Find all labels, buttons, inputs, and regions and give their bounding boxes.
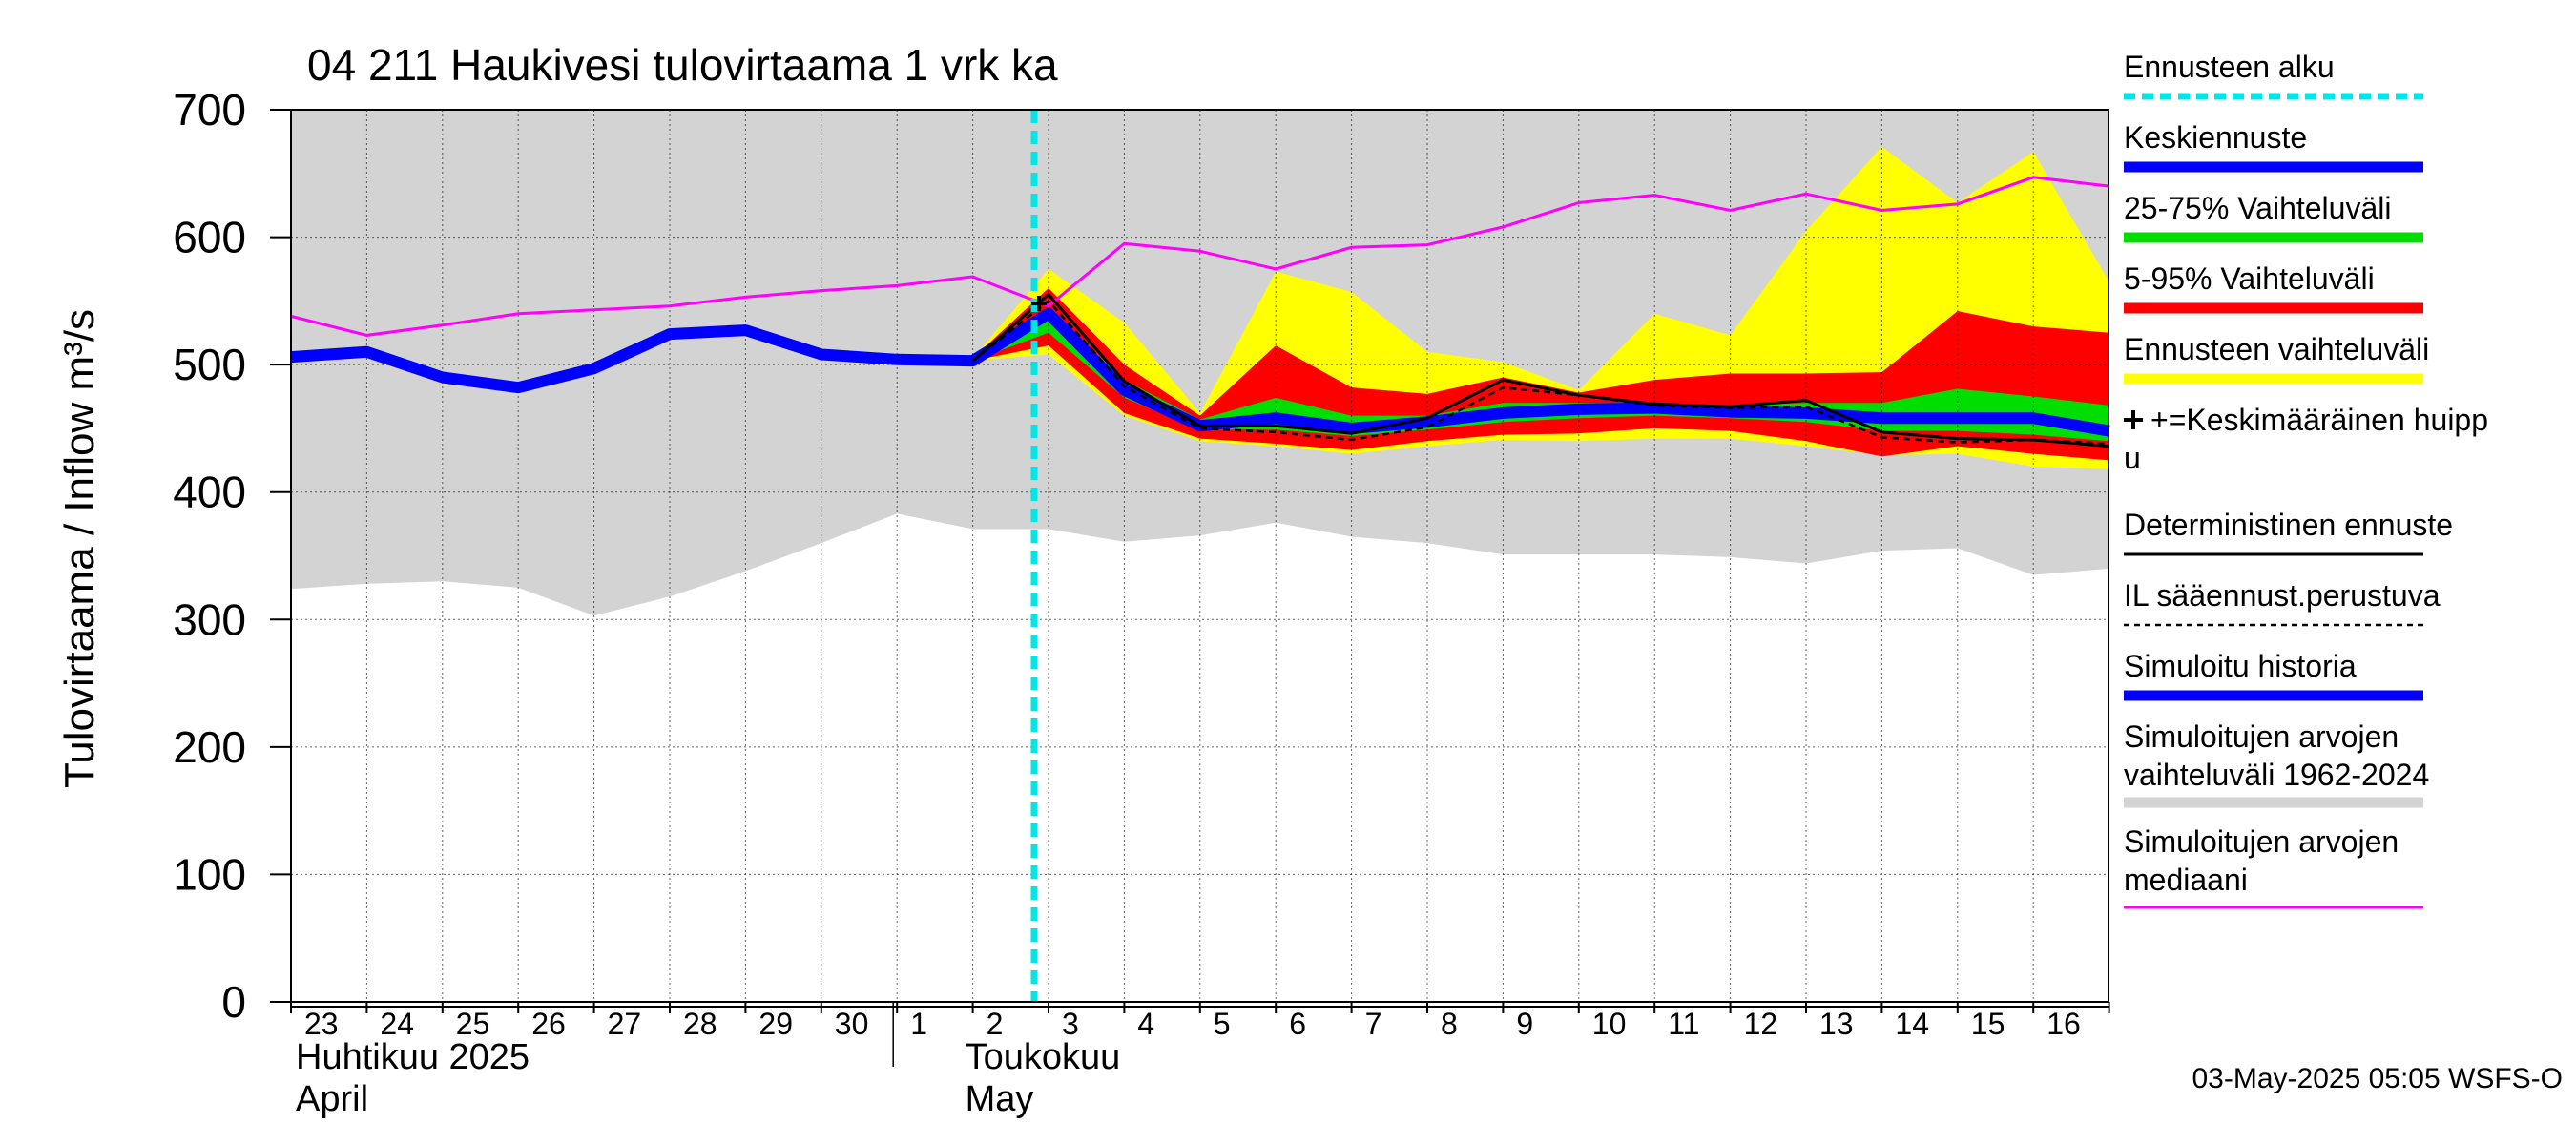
month-label-en: April [296, 1079, 368, 1119]
timestamp: 03-May-2025 05:05 WSFS-O [2192, 1063, 2564, 1094]
y-tick-label: 500 [173, 340, 246, 389]
legend-label: 25-75% Vaihteluväli [2124, 191, 2391, 225]
legend-label-line2: u [2124, 441, 2141, 475]
month-label: Huhtikuu 2025 [296, 1037, 530, 1077]
x-tick-label: 30 [835, 1007, 869, 1041]
x-tick-label: 2 [987, 1007, 1004, 1041]
x-tick-label: 29 [758, 1007, 793, 1041]
y-tick-label: 400 [173, 468, 246, 517]
x-tick-label: 9 [1516, 1007, 1533, 1041]
legend-label: 5-95% Vaihteluväli [2124, 261, 2375, 296]
x-tick-label: 25 [456, 1007, 490, 1041]
plot-area [290, 109, 2110, 1003]
il-forecast-line [971, 299, 2109, 446]
x-tick-label: 4 [1137, 1007, 1154, 1041]
y-tick-label: 0 [221, 977, 246, 1027]
x-tick-label: 1 [910, 1007, 927, 1041]
median-line [290, 176, 2109, 337]
y-axis-label: Tulovirtaama / Inflow m³/s [56, 309, 103, 788]
x-tick-label: 10 [1592, 1007, 1627, 1041]
x-tick-label: 7 [1365, 1007, 1382, 1041]
x-tick-label: 14 [1895, 1007, 1929, 1041]
x-tick-label: 16 [2046, 1007, 2081, 1041]
y-tick-label: 300 [173, 594, 246, 644]
legend-label: Deterministinen ennuste [2124, 508, 2453, 542]
month-label: Toukokuu [966, 1037, 1121, 1077]
x-tick-label: 13 [1819, 1007, 1854, 1041]
x-tick-label: 11 [1668, 1007, 1699, 1041]
x-tick-label: 6 [1289, 1007, 1306, 1041]
x-tick-label: 5 [1214, 1007, 1231, 1041]
legend-label: Keskiennuste [2124, 120, 2307, 155]
deterministic-forecast-line [971, 292, 2109, 448]
y-tick-label: 100 [173, 849, 246, 899]
legend-label: Simuloitujen arvojen [2124, 824, 2399, 859]
legend-label: +=Keskimääräinen huipp [2150, 403, 2488, 437]
legend-label-line2: mediaani [2124, 863, 2248, 897]
legend: Ennusteen alku Keskiennuste 25-75% Vaihtel… [2124, 50, 2488, 909]
legend-label-line2: vaihteluväli 1962-2024 [2124, 758, 2429, 792]
x-tick-label: 28 [683, 1007, 717, 1041]
x-tick-label: 8 [1441, 1007, 1458, 1041]
x-tick-label: 15 [1971, 1007, 2005, 1041]
chart-title: 04 211 Haukivesi tulovirtaama 1 vrk ka [307, 40, 1058, 90]
legend-label: Simuloitujen arvojen [2124, 719, 2399, 754]
y-tick-label: 700 [173, 85, 246, 135]
legend-label: Simuloitu historia [2124, 649, 2357, 683]
month-label-en: May [966, 1079, 1034, 1119]
y-tick-label: 200 [173, 722, 246, 772]
x-tick-label: 27 [608, 1007, 642, 1041]
legend-label: Ennusteen vaihteluväli [2124, 332, 2429, 366]
x-tick-label: 3 [1062, 1007, 1079, 1041]
x-tick-label: 24 [380, 1007, 414, 1041]
x-tick-label: 26 [531, 1007, 566, 1041]
legend-label: Ennusteen alku [2124, 50, 2335, 84]
legend-label: IL sääennust.perustuva [2124, 578, 2441, 613]
y-tick-label: 600 [173, 213, 246, 262]
x-tick-label: 23 [304, 1007, 339, 1041]
x-tick-label: 12 [1744, 1007, 1778, 1041]
